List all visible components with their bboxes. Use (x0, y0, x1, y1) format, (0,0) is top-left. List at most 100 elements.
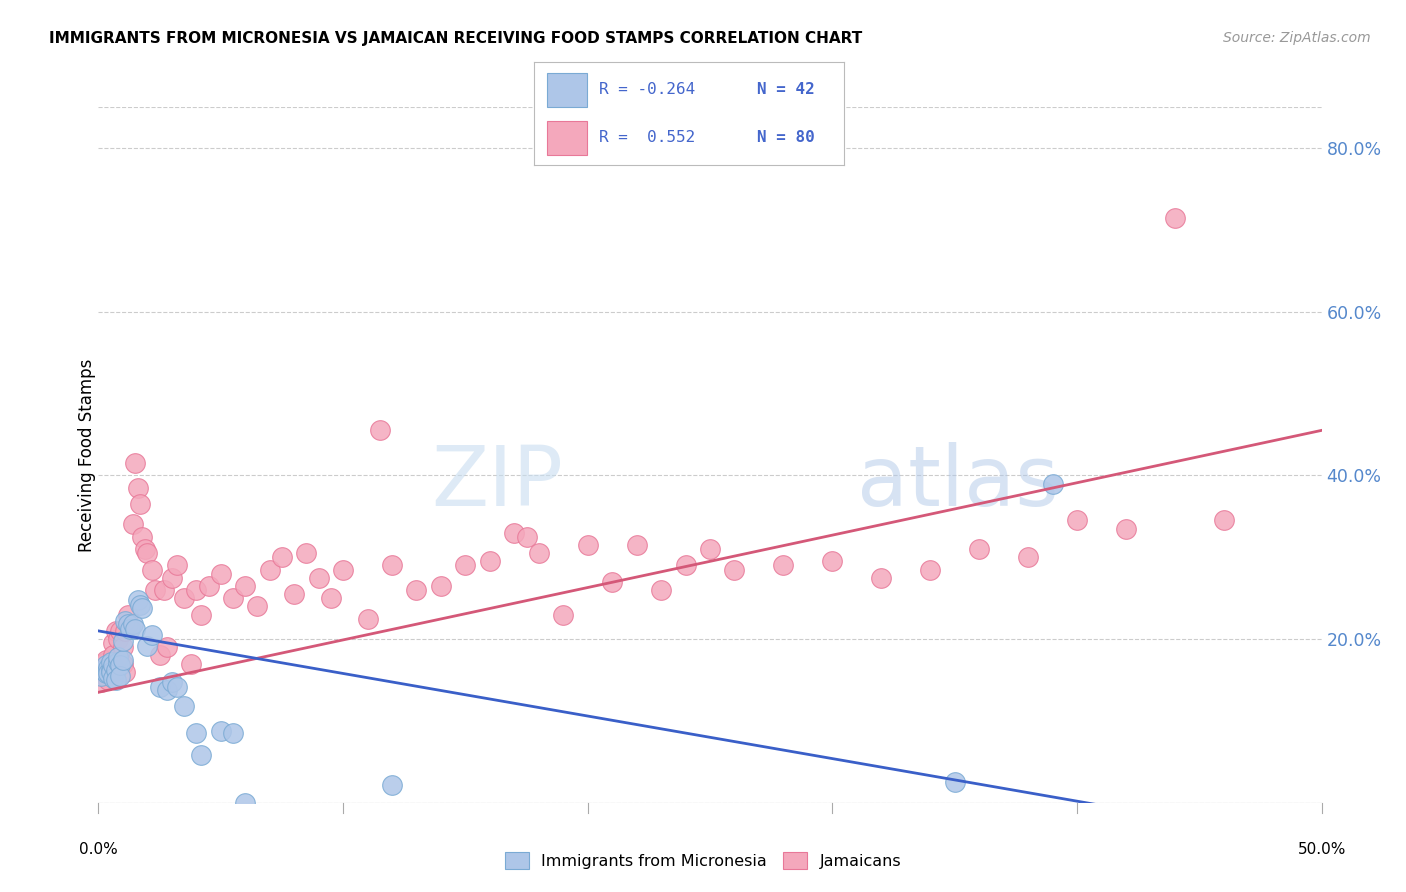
Point (356, 612, 378, 626)
Point (222, 591, 245, 606)
Point (675, 558, 697, 573)
Point (332, 562, 354, 576)
Point (186, 726, 208, 740)
Point (114, 614, 136, 628)
Point (101, 648, 124, 663)
Point (111, 652, 134, 666)
Text: R =  0.552: R = 0.552 (599, 130, 696, 145)
Point (91, 663, 114, 677)
Point (104, 663, 127, 677)
Point (186, 582, 208, 597)
Point (723, 562, 745, 576)
Point (120, 622, 142, 636)
Point (368, 423, 391, 437)
Point (430, 579, 453, 593)
Point (190, 748, 212, 763)
Text: ZIP: ZIP (432, 442, 564, 524)
Point (97, 661, 120, 675)
Point (821, 554, 844, 568)
Point (180, 657, 202, 671)
Point (110, 624, 132, 638)
Point (124, 622, 146, 636)
Point (160, 571, 183, 585)
Point (197, 579, 219, 593)
Point (111, 657, 134, 671)
Point (100, 665, 122, 679)
Point (100, 665, 122, 679)
Text: N = 80: N = 80 (756, 130, 814, 145)
Text: 50.0%: 50.0% (1298, 842, 1346, 857)
Point (160, 674, 183, 689)
Point (131, 530, 153, 544)
Point (101, 658, 124, 673)
Point (173, 699, 195, 714)
Point (527, 546, 550, 560)
Point (94, 666, 117, 681)
Point (246, 599, 269, 614)
Point (156, 682, 179, 697)
Point (107, 650, 129, 665)
Legend: Immigrants from Micronesia, Jamaicans: Immigrants from Micronesia, Jamaicans (498, 846, 908, 875)
Point (100, 655, 122, 669)
Bar (547, 73, 586, 106)
Point (134, 542, 156, 557)
Point (478, 554, 501, 568)
Point (129, 598, 152, 612)
Point (129, 497, 152, 511)
Point (117, 617, 139, 632)
Point (1212, 513, 1234, 527)
Point (110, 669, 132, 683)
Point (94, 655, 117, 669)
Point (259, 562, 281, 576)
Point (110, 658, 132, 673)
Point (173, 591, 195, 606)
Point (943, 775, 966, 789)
Point (114, 624, 136, 638)
Point (101, 636, 124, 650)
Point (97, 673, 120, 687)
Point (381, 778, 404, 792)
Point (97, 661, 120, 675)
Point (101, 672, 124, 686)
Point (270, 550, 294, 565)
Point (650, 582, 672, 597)
Point (111, 640, 134, 655)
Point (600, 574, 623, 589)
Point (1115, 522, 1137, 536)
Point (90, 669, 112, 683)
Point (100, 663, 122, 677)
Point (104, 624, 127, 638)
Point (94, 658, 117, 673)
Point (131, 601, 153, 615)
Text: 0.0%: 0.0% (79, 842, 118, 857)
Point (920, 562, 942, 576)
Point (104, 661, 127, 675)
Point (209, 566, 232, 581)
Point (141, 628, 163, 642)
Point (100, 655, 122, 669)
Text: N = 42: N = 42 (756, 82, 814, 97)
Point (1164, 211, 1187, 225)
Point (870, 571, 893, 585)
Point (120, 620, 142, 634)
Point (319, 591, 342, 606)
Point (166, 680, 188, 694)
Point (233, 579, 256, 593)
Point (97, 666, 120, 681)
Point (1017, 550, 1039, 565)
Point (107, 652, 129, 666)
Point (967, 542, 990, 557)
Point (283, 587, 305, 601)
Text: IMMIGRANTS FROM MICRONESIA VS JAMAICAN RECEIVING FOOD STAMPS CORRELATION CHART: IMMIGRANTS FROM MICRONESIA VS JAMAICAN R… (49, 31, 862, 46)
Point (107, 655, 129, 669)
Point (503, 525, 526, 540)
Text: R = -0.264: R = -0.264 (599, 82, 696, 97)
Point (104, 673, 127, 687)
Point (381, 558, 404, 573)
Point (90, 674, 112, 689)
Point (121, 617, 143, 632)
Bar (547, 121, 586, 155)
Point (107, 632, 129, 646)
Point (127, 481, 149, 495)
Point (153, 582, 176, 597)
